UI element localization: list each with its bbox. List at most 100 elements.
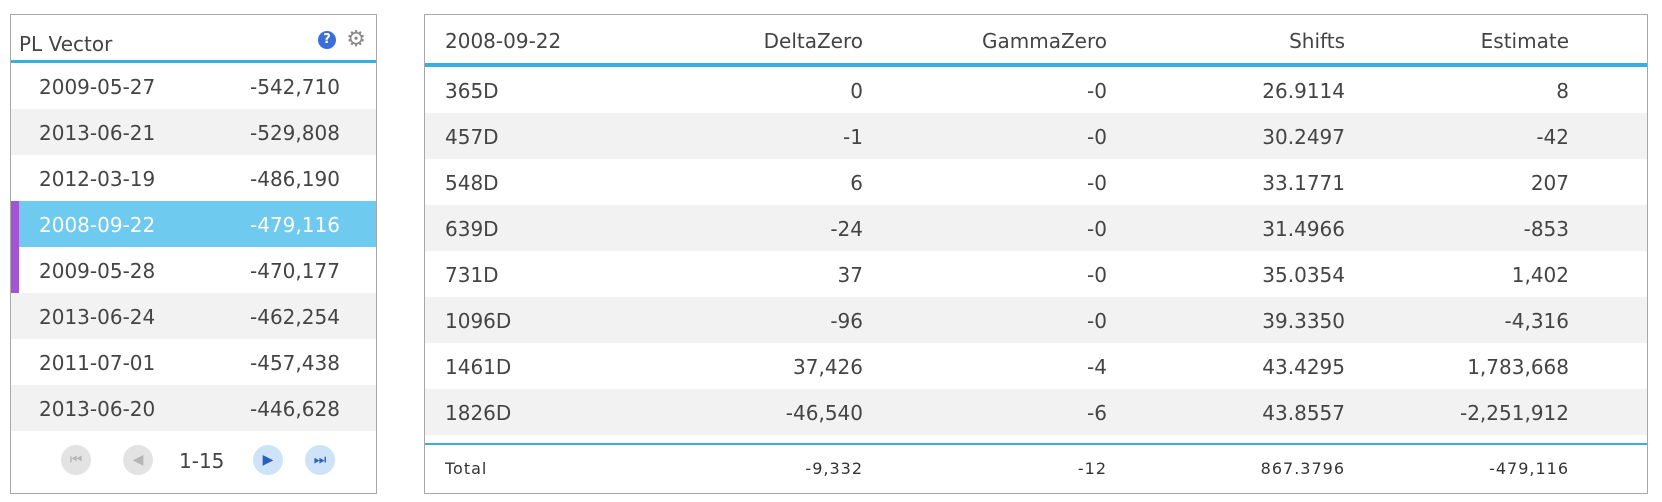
cell-shifts: 26.9114 — [1262, 79, 1345, 103]
list-item-value: -457,438 — [250, 351, 340, 375]
cell-shifts: 43.8557 — [1262, 401, 1345, 425]
cell-shifts: 35.0354 — [1262, 263, 1345, 287]
row-marker — [11, 155, 19, 201]
row-marker — [11, 63, 19, 109]
cell-deltazero: -24 — [830, 217, 863, 241]
cell-estimate: -42 — [1536, 125, 1569, 149]
first-page-icon[interactable]: ⏮ — [61, 445, 91, 475]
cell-deltazero: 0 — [850, 79, 863, 103]
cell-deltazero: 6 — [850, 171, 863, 195]
list-item-date: 2013-06-21 — [39, 121, 156, 145]
cell-gammazero: -0 — [1087, 217, 1107, 241]
last-page-icon[interactable]: ⏭ — [305, 445, 335, 475]
cell-gammazero: -0 — [1087, 125, 1107, 149]
cell-estimate: 207 — [1530, 171, 1569, 195]
list-item-value: -462,254 — [250, 305, 340, 329]
cell-deltazero: 37 — [837, 263, 863, 287]
row-marker — [11, 247, 19, 293]
table-row[interactable]: 365D 0 -0 26.9114 8 — [425, 67, 1647, 113]
cell-shifts: 30.2497 — [1262, 125, 1345, 149]
table-body: 365D 0 -0 26.9114 8 457D -1 -0 30.2497 -42 548D 6 -0… — [425, 67, 1647, 435]
pagination: ⏮ ◀ 1-15 ▶ ⏭ — [11, 431, 376, 491]
table-header: 2008-09-22 DeltaZero GammaZero Shifts Es… — [425, 15, 1647, 67]
table-row[interactable]: 1826D -46,540 -6 43.8557 -2,251,912 — [425, 389, 1647, 435]
cell-tenor: 639D — [445, 217, 499, 241]
gear-icon[interactable]: ⚙ — [346, 27, 366, 52]
cell-deltazero: -1 — [843, 125, 863, 149]
cell-estimate: -2,251,912 — [1459, 401, 1569, 425]
cell-deltazero: -46,540 — [785, 401, 863, 425]
help-icon[interactable]: ? — [318, 31, 336, 49]
list-item-value: -479,116 — [250, 213, 340, 237]
header-estimate[interactable]: Estimate — [1480, 29, 1569, 53]
list-item-value: -486,190 — [250, 167, 340, 191]
list-item[interactable]: 2009-05-28 -470,177 — [11, 247, 376, 293]
cell-gammazero: -0 — [1087, 171, 1107, 195]
total-shifts: 867.3796 — [1260, 459, 1345, 478]
list-item[interactable]: 2009-05-27 -542,710 — [11, 63, 376, 109]
cell-gammazero: -0 — [1087, 263, 1107, 287]
table-row[interactable]: 731D 37 -0 35.0354 1,402 — [425, 251, 1647, 297]
cell-shifts: 31.4966 — [1262, 217, 1345, 241]
table-row[interactable]: 1461D 37,426 -4 43.4295 1,783,668 — [425, 343, 1647, 389]
cell-tenor: 457D — [445, 125, 499, 149]
list-item[interactable]: 2013-06-24 -462,254 — [11, 293, 376, 339]
previous-page-icon[interactable]: ◀ — [123, 445, 153, 475]
cell-gammazero: -0 — [1087, 309, 1107, 333]
total-label: Total — [445, 459, 488, 478]
cell-deltazero: -96 — [830, 309, 863, 333]
cell-tenor: 731D — [445, 263, 499, 287]
header-shifts[interactable]: Shifts — [1289, 29, 1345, 53]
list-item[interactable]: 2008-09-22 -479,116 — [11, 201, 376, 247]
list-item-value: -542,710 — [250, 75, 340, 99]
cell-tenor: 1826D — [445, 401, 512, 425]
cell-estimate: 8 — [1556, 79, 1569, 103]
table-total-row: Total -9,332 -12 867.3796 -479,116 — [425, 443, 1647, 495]
table-row[interactable]: 457D -1 -0 30.2497 -42 — [425, 113, 1647, 159]
list-item-value: -446,628 — [250, 397, 340, 421]
pl-vector-header: PL Vector ? ⚙ — [11, 15, 376, 63]
pl-vector-list: 2009-05-27 -542,710 2013-06-21 -529,808 2012… — [11, 63, 376, 431]
total-deltazero: -9,332 — [805, 459, 863, 478]
table-row[interactable]: 548D 6 -0 33.1771 207 — [425, 159, 1647, 205]
cell-shifts: 39.3350 — [1262, 309, 1345, 333]
list-item-date: 2011-07-01 — [39, 351, 156, 375]
cell-gammazero: -6 — [1087, 401, 1107, 425]
next-page-icon[interactable]: ▶ — [253, 445, 283, 475]
list-item[interactable]: 2011-07-01 -457,438 — [11, 339, 376, 385]
table-row[interactable]: 1096D -96 -0 39.3350 -4,316 — [425, 297, 1647, 343]
list-item-date: 2008-09-22 — [39, 213, 156, 237]
cell-tenor: 548D — [445, 171, 499, 195]
panel-title: PL Vector — [19, 32, 113, 56]
cell-estimate: 1,783,668 — [1467, 355, 1569, 379]
cell-estimate: -4,316 — [1504, 309, 1569, 333]
page-range: 1-15 — [179, 449, 225, 473]
header-gammazero[interactable]: GammaZero — [982, 29, 1107, 53]
row-marker — [11, 201, 19, 247]
list-item[interactable]: 2013-06-20 -446,628 — [11, 385, 376, 431]
header-date[interactable]: 2008-09-22 — [445, 29, 562, 53]
list-item-date: 2013-06-24 — [39, 305, 156, 329]
total-gammazero: -12 — [1077, 459, 1107, 478]
cell-shifts: 33.1771 — [1262, 171, 1345, 195]
list-item-value: -529,808 — [250, 121, 340, 145]
row-marker — [11, 293, 19, 339]
cell-estimate: 1,402 — [1511, 263, 1569, 287]
cell-tenor: 1096D — [445, 309, 512, 333]
list-item-date: 2009-05-28 — [39, 259, 156, 283]
list-item[interactable]: 2012-03-19 -486,190 — [11, 155, 376, 201]
row-marker — [11, 385, 19, 431]
table-row[interactable]: 639D -24 -0 31.4966 -853 — [425, 205, 1647, 251]
cell-shifts: 43.4295 — [1262, 355, 1345, 379]
cell-gammazero: -0 — [1087, 79, 1107, 103]
header-deltazero[interactable]: DeltaZero — [763, 29, 863, 53]
cell-tenor: 1461D — [445, 355, 512, 379]
cell-gammazero: -4 — [1087, 355, 1107, 379]
row-marker — [11, 339, 19, 385]
list-item-date: 2009-05-27 — [39, 75, 156, 99]
scenario-detail-table: 2008-09-22 DeltaZero GammaZero Shifts Es… — [424, 14, 1648, 494]
row-marker — [11, 109, 19, 155]
list-item[interactable]: 2013-06-21 -529,808 — [11, 109, 376, 155]
cell-tenor: 365D — [445, 79, 499, 103]
list-item-date: 2013-06-20 — [39, 397, 156, 421]
